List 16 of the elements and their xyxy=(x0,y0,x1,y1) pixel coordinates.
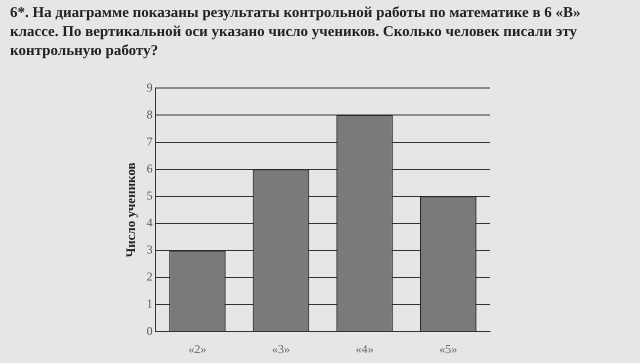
y-tick-label: 5 xyxy=(146,188,153,203)
y-tick-label: 8 xyxy=(146,107,153,122)
x-tick-label: «2» xyxy=(188,342,206,356)
y-tick-label: 1 xyxy=(146,296,153,311)
y-tick-label: 2 xyxy=(146,270,153,284)
y-tick-label: 3 xyxy=(146,242,153,257)
y-tick-label: 6 xyxy=(146,161,153,176)
x-tick-label: «3» xyxy=(272,342,290,356)
y-axis-title: Число учеников xyxy=(123,162,138,258)
y-tick-label: 7 xyxy=(146,134,153,148)
x-tick-label: «4» xyxy=(356,342,374,356)
y-tick-label: 0 xyxy=(146,324,153,338)
y-tick-label: 9 xyxy=(146,80,153,94)
chart-title: 6*. На диаграмме показаны результаты контрольной работы по математике в 6 «В» классе. По вертикальной оси указано число учеников. Сколько человек писали эту контрольную работу? xyxy=(10,4,582,61)
y-tick-label: 4 xyxy=(146,216,153,230)
x-tick-label: «5» xyxy=(439,342,458,356)
